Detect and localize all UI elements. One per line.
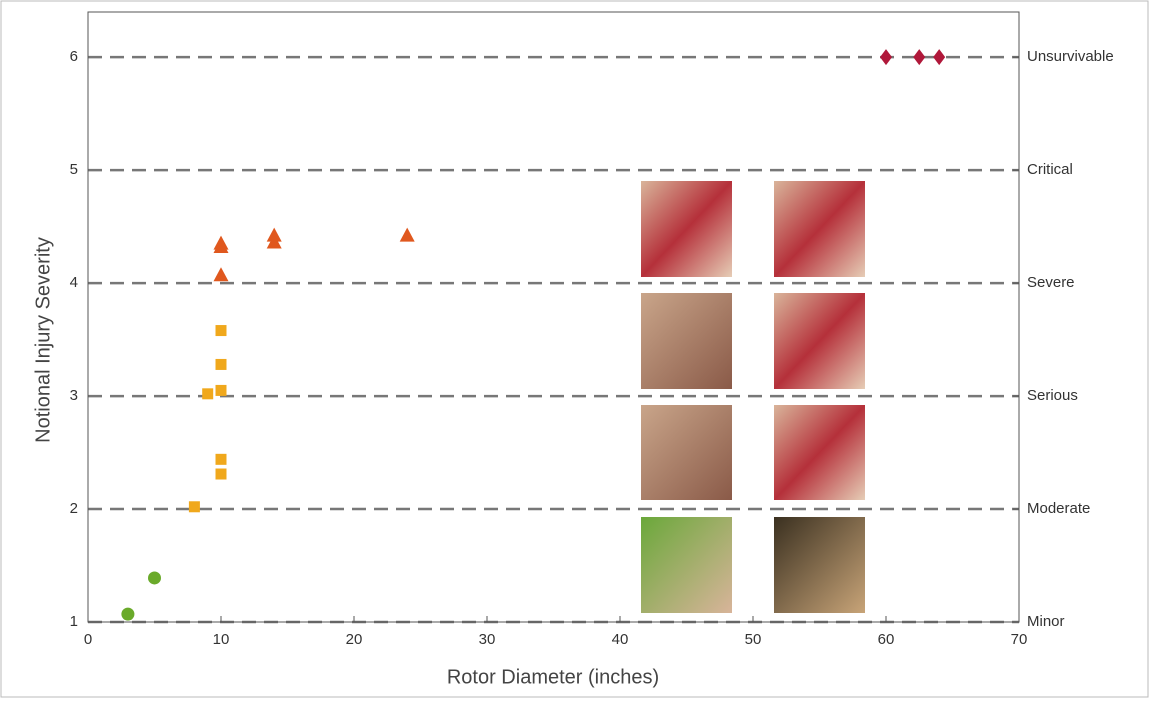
plot-area [87, 11, 1020, 623]
y2-tick-label: Critical [1027, 161, 1073, 178]
y-tick-label: 1 [70, 613, 78, 630]
photo [774, 517, 865, 613]
x-tick-label: 70 [1011, 631, 1028, 648]
point [148, 571, 161, 585]
point [202, 388, 214, 400]
y2-tick-label: Minor [1027, 613, 1065, 630]
y2-tick-label: Moderate [1027, 500, 1090, 517]
point [266, 234, 282, 249]
point [933, 49, 946, 66]
injury-photos [641, 181, 865, 613]
photo [641, 405, 732, 500]
y2-tick-label: Unsurvivable [1027, 48, 1114, 65]
y-tick-label: 2 [70, 500, 78, 517]
point [215, 384, 227, 396]
x-tick-label: 50 [745, 631, 762, 648]
y-tick-label: 4 [70, 274, 78, 291]
photo [774, 405, 865, 500]
x-tick-label: 20 [346, 631, 363, 648]
point [880, 49, 892, 66]
x-tick-label: 30 [479, 631, 496, 648]
photo [641, 517, 732, 613]
point [213, 267, 229, 282]
y2-tick-label: Serious [1027, 387, 1078, 404]
photo [774, 181, 865, 277]
x-tick-label: 40 [612, 631, 629, 648]
point [213, 235, 229, 250]
y-tick-label: 3 [70, 387, 78, 404]
y-tick-label: 6 [70, 48, 78, 65]
x-axis-label: Rotor Diameter (inches) [447, 666, 659, 688]
point [913, 49, 926, 66]
point [399, 227, 415, 242]
point [121, 607, 135, 621]
point [215, 453, 227, 465]
y2-tick-label: Severe [1027, 274, 1075, 291]
point [215, 325, 227, 337]
photo [774, 293, 865, 389]
point [188, 501, 200, 513]
x-tick-label: 0 [84, 631, 92, 648]
x-tick-label: 60 [878, 631, 895, 648]
y-tick-label: 5 [70, 161, 78, 178]
point [215, 358, 227, 370]
photo [641, 181, 732, 277]
x-tick-label: 10 [213, 631, 230, 648]
photo [641, 293, 732, 389]
point [215, 468, 227, 480]
y-axis-label: Notional Injury Severity [32, 237, 54, 443]
